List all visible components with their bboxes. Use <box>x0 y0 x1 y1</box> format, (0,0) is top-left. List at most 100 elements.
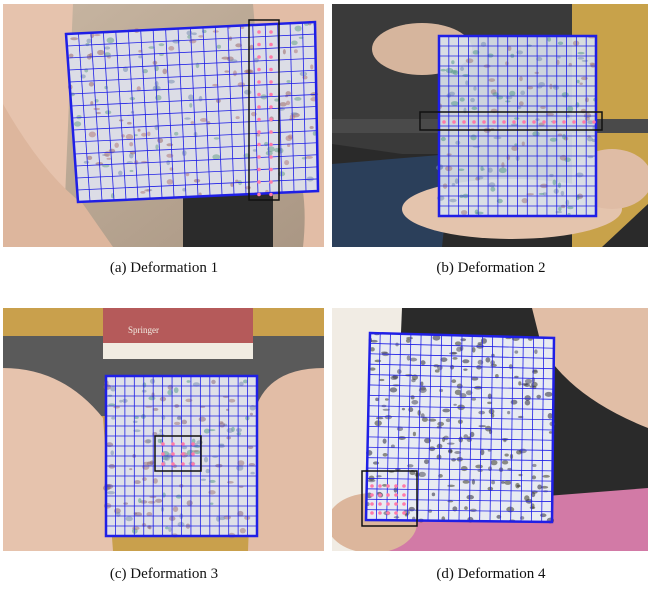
texture-speckle <box>534 349 538 355</box>
texture-speckle <box>107 491 115 495</box>
texture-speckle <box>106 157 112 160</box>
texture-speckle <box>552 179 557 186</box>
mesh-line <box>366 498 553 502</box>
texture-speckle <box>390 444 395 448</box>
texture-speckle <box>586 136 593 142</box>
keypoint <box>171 442 175 446</box>
keypoint <box>386 502 390 506</box>
texture-speckle <box>267 146 275 153</box>
texture-speckle <box>143 461 151 465</box>
texture-speckle <box>470 97 475 103</box>
texture-speckle <box>90 101 94 106</box>
texture-speckle <box>369 347 375 352</box>
texture-speckle <box>279 102 287 107</box>
texture-speckle <box>200 478 207 481</box>
keypoint <box>472 120 476 124</box>
texture-speckle <box>567 206 574 210</box>
texture-speckle <box>452 356 458 360</box>
texture-speckle <box>367 479 376 483</box>
texture-speckle <box>149 378 156 384</box>
texture-speckle <box>466 437 473 443</box>
mesh-line <box>367 446 553 451</box>
texture-speckle <box>487 53 494 58</box>
texture-speckle <box>312 131 317 136</box>
texture-speckle <box>584 97 589 103</box>
keypoint <box>269 130 273 134</box>
keypoint <box>257 130 261 134</box>
texture-speckle <box>442 437 446 443</box>
keypoint <box>269 117 273 122</box>
texture-speckle <box>127 121 132 125</box>
texture-speckle <box>470 134 477 141</box>
texture-speckle <box>420 360 426 366</box>
mesh-line <box>69 69 316 83</box>
texture-speckle <box>384 398 389 401</box>
texture-speckle <box>471 347 476 353</box>
texture-speckle <box>198 35 204 38</box>
texture-speckle <box>192 382 200 387</box>
texture-speckle <box>228 398 236 403</box>
texture-speckle <box>285 135 293 142</box>
texture-speckle <box>509 90 516 97</box>
texture-speckle <box>228 36 233 41</box>
texture-speckle <box>558 206 562 212</box>
texture-speckle <box>537 484 542 490</box>
texture-speckle <box>237 460 245 467</box>
texture-speckle <box>189 103 193 108</box>
texture-speckle <box>532 131 540 137</box>
texture-speckle <box>104 46 111 50</box>
texture-speckle <box>524 395 531 401</box>
springer-logo: Springer <box>128 325 159 335</box>
keypoint <box>562 120 566 124</box>
keypoint <box>370 502 374 506</box>
texture-speckle <box>198 95 203 102</box>
texture-speckle <box>566 105 574 112</box>
texture-speckle <box>224 70 230 73</box>
texture-speckle <box>226 481 234 484</box>
texture-speckle <box>102 164 110 168</box>
texture-speckle <box>134 134 138 137</box>
texture-speckle <box>547 413 553 419</box>
texture-speckle <box>549 173 554 178</box>
texture-speckle <box>86 155 93 161</box>
texture-speckle <box>580 76 588 81</box>
texture-speckle <box>565 199 570 206</box>
texture-speckle <box>93 34 101 37</box>
texture-speckle <box>114 142 119 148</box>
texture-speckle <box>515 482 520 489</box>
texture-speckle <box>557 41 564 46</box>
keypoint <box>386 484 390 488</box>
texture-speckle <box>562 133 566 140</box>
texture-speckle <box>203 428 210 434</box>
texture-speckle <box>516 50 524 55</box>
keypoint <box>386 493 390 497</box>
texture-speckle <box>464 506 468 510</box>
mesh-line <box>368 384 554 390</box>
texture-speckle <box>209 479 216 483</box>
texture-speckle <box>460 66 464 72</box>
texture-speckle <box>532 369 538 373</box>
texture-speckle <box>542 474 550 478</box>
texture-speckle <box>508 364 513 370</box>
texture-speckle <box>285 91 292 96</box>
texture-speckle <box>138 498 142 504</box>
keypoint <box>269 155 273 159</box>
mesh-line <box>367 426 554 431</box>
keypoint <box>269 180 273 184</box>
keypoint <box>269 92 273 97</box>
texture-speckle <box>553 188 559 194</box>
keypoint <box>181 462 185 466</box>
texture-speckle <box>209 502 214 505</box>
texture-speckle <box>196 440 203 445</box>
texture-speckle <box>428 418 437 422</box>
keypoint <box>394 484 398 488</box>
mesh-line <box>369 363 554 370</box>
texture-speckle <box>174 131 179 136</box>
texture-speckle <box>560 204 566 209</box>
texture-speckle <box>237 82 246 88</box>
keypoint <box>171 452 175 456</box>
texture-speckle <box>119 399 123 403</box>
texture-speckle <box>133 416 139 419</box>
texture-speckle <box>493 136 502 140</box>
keypoint <box>257 80 261 84</box>
